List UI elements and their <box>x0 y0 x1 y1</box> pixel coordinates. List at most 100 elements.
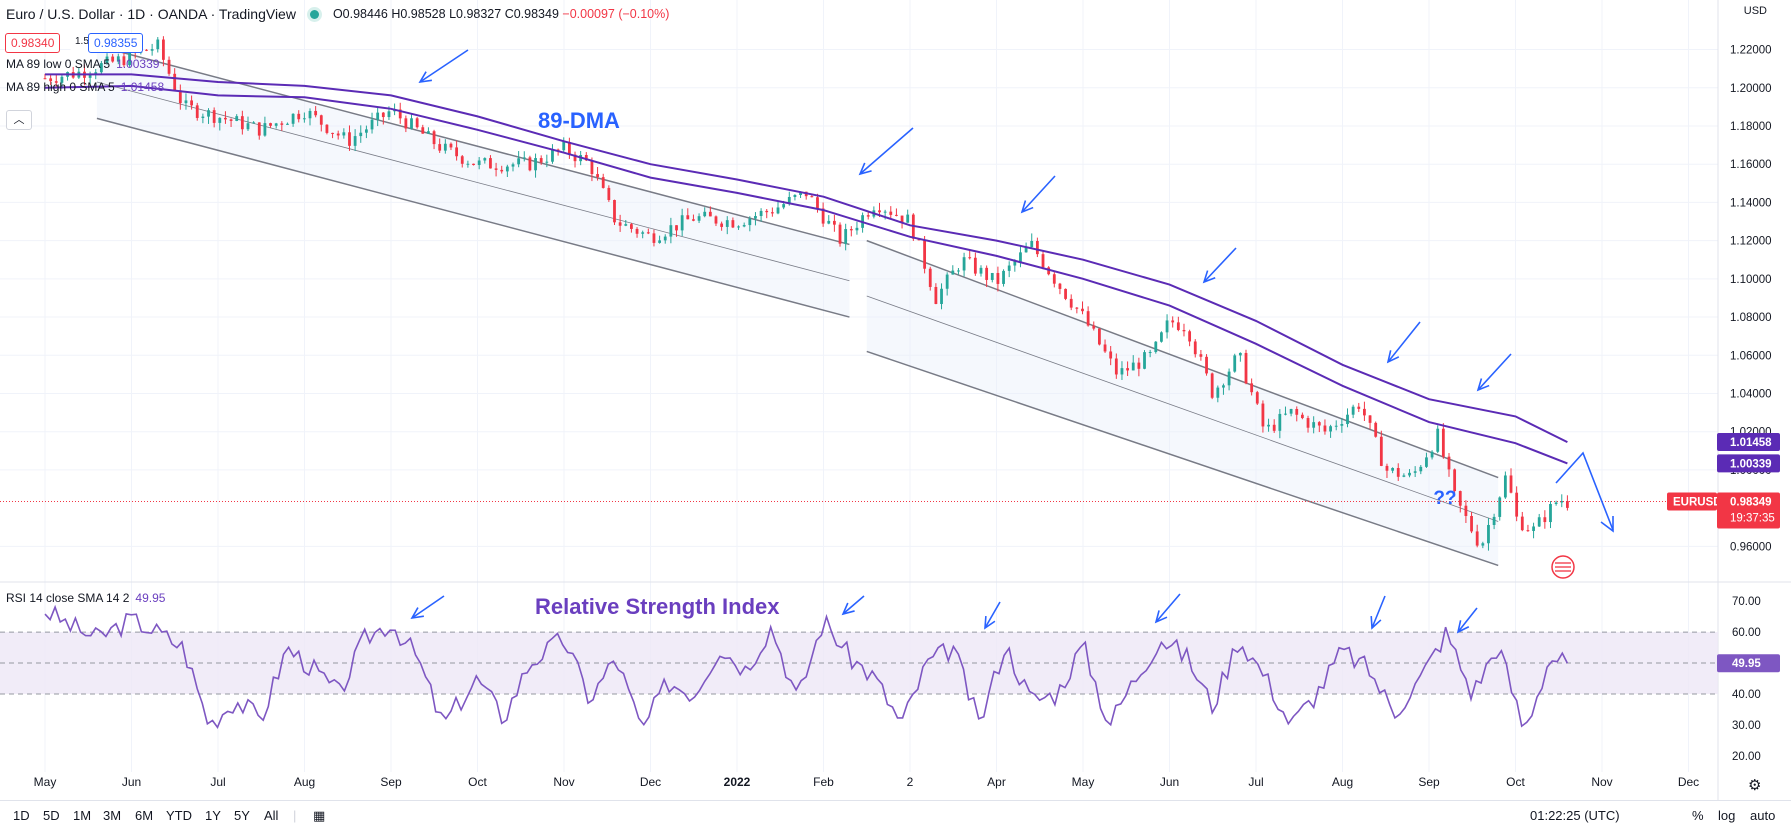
candle-body <box>607 187 611 201</box>
log-toggle[interactable]: log <box>1718 808 1736 823</box>
candle-body <box>849 229 853 231</box>
candle-body <box>630 224 633 229</box>
candle-body <box>252 122 256 124</box>
candle-body <box>269 123 272 126</box>
candle-body <box>359 132 363 137</box>
candle-body <box>489 158 492 169</box>
price-arrow <box>1477 353 1512 391</box>
candle-body <box>866 215 870 217</box>
candle-body <box>105 56 109 64</box>
time-tick-label: Jul <box>1248 775 1263 789</box>
candle-body <box>257 122 261 136</box>
timeframe-5d[interactable]: 5D <box>43 808 60 823</box>
candle-body <box>562 141 566 151</box>
candle-body <box>1047 267 1051 275</box>
price-arrow-head <box>1020 200 1034 214</box>
candle-body <box>652 233 656 243</box>
candle-body <box>184 100 188 104</box>
percent-toggle[interactable]: % <box>1692 808 1704 823</box>
rsi-tick-label: 40.00 <box>1732 689 1761 701</box>
candle-body <box>1126 368 1129 371</box>
time-tick-label: Jul <box>210 775 225 789</box>
buy-price-box[interactable]: 0.98355 <box>88 33 144 53</box>
date-range-calendar-icon[interactable]: ▦ <box>313 808 326 823</box>
timeframe-1m[interactable]: 1M <box>73 808 92 823</box>
candle-body <box>1549 503 1552 523</box>
candle-body <box>88 75 92 78</box>
timeframe-3m[interactable]: 3M <box>103 808 122 823</box>
candle-body <box>883 211 887 213</box>
timeframe-1y[interactable]: 1Y <box>205 808 221 823</box>
chart-canvas[interactable]: 89-DMA?? Relative Strength Index 1.22000 1… <box>0 0 1791 800</box>
timeframe-all[interactable]: All <box>264 808 279 823</box>
candle-body <box>1182 329 1186 332</box>
candle-body <box>1081 308 1084 312</box>
projection-arrowhead <box>1600 516 1614 533</box>
rsi-arrow-head <box>410 607 424 620</box>
candle-body <box>1391 468 1395 471</box>
candle-body <box>1098 328 1101 345</box>
time-tick-label: Jun <box>1160 775 1179 789</box>
auto-toggle[interactable]: auto <box>1750 808 1776 823</box>
candle-body <box>968 257 972 259</box>
currency-selector[interactable]: USD <box>1743 5 1767 17</box>
time-tick-label: Dec <box>640 775 661 789</box>
ohlc-close: C0.98349 <box>504 7 559 21</box>
candle-body <box>663 236 667 241</box>
candle-body <box>415 118 419 128</box>
price-arrow-head <box>1476 378 1490 392</box>
candle-body <box>821 208 825 224</box>
channel-2021-mid <box>96 81 850 282</box>
rsi-tick-label: 70.00 <box>1732 596 1761 608</box>
candle-body <box>1470 515 1473 532</box>
current-price-text: 0.98349 <box>1730 496 1772 508</box>
candle-body <box>1019 252 1022 262</box>
ma-low-legend[interactable]: MA 89 low 0 SMA 5 1.00339 <box>6 57 159 71</box>
candle-body <box>1396 468 1400 477</box>
ma-low-value: 1.00339 <box>116 57 160 71</box>
candle-body <box>173 73 177 91</box>
timeframe-1d[interactable]: 1D <box>13 808 30 823</box>
collapse-legend-button[interactable]: ︿ <box>6 110 32 130</box>
ohlc-open: O0.98446 <box>332 7 388 21</box>
candle-body <box>1503 475 1507 498</box>
settings-gear-icon[interactable]: ⚙ <box>1748 777 1762 794</box>
candle-body <box>54 81 58 83</box>
sell-price-box[interactable]: 0.98340 <box>5 33 61 53</box>
candle-body <box>906 214 910 223</box>
candle-body <box>43 78 47 80</box>
timeframe-ytd[interactable]: YTD <box>166 808 192 823</box>
candle-body <box>364 129 368 133</box>
time-tick-label: Apr <box>987 775 1006 789</box>
candle-body <box>150 49 154 51</box>
candle-body <box>1154 341 1158 353</box>
candle-body <box>178 90 182 104</box>
time-tick-label: Oct <box>468 775 487 789</box>
timeframe-6m[interactable]: 6M <box>135 808 154 823</box>
candle-body <box>951 270 955 275</box>
candle-body <box>477 160 481 166</box>
ohlc-high: H0.98528 <box>391 7 446 21</box>
candle-body <box>1317 422 1321 426</box>
ohlc-readout: O0.98446 H0.98528 L0.98327 C0.98349 −0.0… <box>333 7 669 21</box>
candle-body <box>1114 358 1118 375</box>
candle-body <box>167 59 171 74</box>
price-tick-label: 1.04000 <box>1730 388 1772 400</box>
rsi-label: RSI 14 close SMA 14 2 <box>6 591 130 605</box>
candle-body <box>810 196 814 198</box>
candle-body <box>421 127 425 134</box>
rsi-legend[interactable]: RSI 14 close SMA 14 2 49.95 <box>6 591 165 605</box>
candle-body <box>500 169 504 172</box>
timeframe-5y[interactable]: 5Y <box>234 808 250 823</box>
candle-body <box>990 272 994 280</box>
ma-high-legend[interactable]: MA 89 high 0 SMA 5 1.01458 <box>6 80 164 94</box>
price-arrow-head <box>1202 270 1216 284</box>
rsi-arrow <box>1457 607 1478 633</box>
candle-body <box>1560 501 1564 503</box>
utc-clock[interactable]: 01:22:25 (UTC) <box>1530 808 1620 823</box>
candle-body <box>314 110 318 116</box>
candle-body <box>387 111 391 118</box>
symbol-title[interactable]: Euro / U.S. Dollar · 1D · OANDA · Tradin… <box>6 6 296 22</box>
time-tick-label: 2022 <box>724 775 751 789</box>
candle-body <box>1379 436 1383 466</box>
